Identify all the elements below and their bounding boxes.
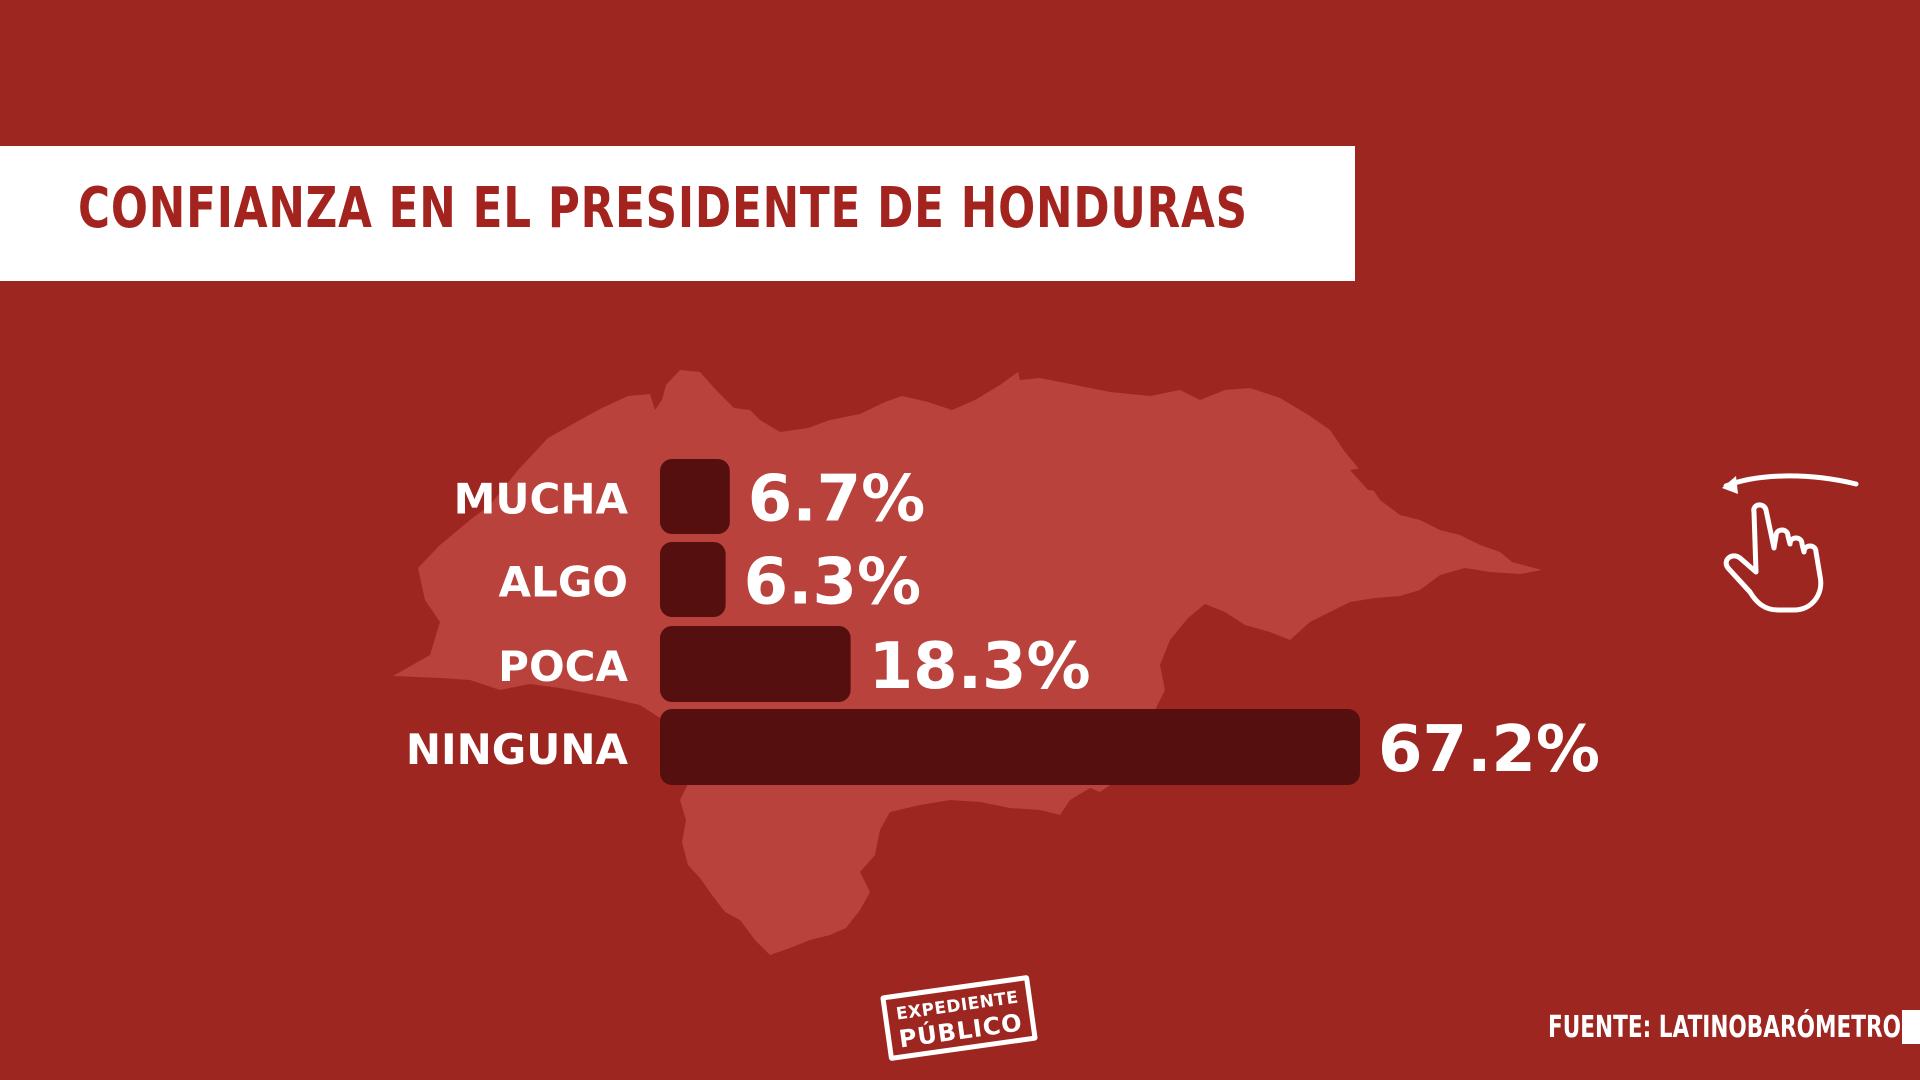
category-label-algo: ALGO xyxy=(499,558,628,607)
value-label-mucha: 6.7% xyxy=(748,463,926,537)
category-label-ninguna: NINGUNA xyxy=(406,725,629,774)
value-label-ninguna: 67.2% xyxy=(1378,713,1600,787)
source-note: FUENTE: LATINOBARÓMETRO 2021 xyxy=(1548,1010,1920,1045)
corner-mark xyxy=(1902,1010,1920,1044)
value-label-algo: 6.3% xyxy=(744,546,922,620)
category-label-poca: POCA xyxy=(498,642,628,691)
swipe-hand-icon xyxy=(1722,473,1859,613)
value-label-poca: 18.3% xyxy=(869,630,1091,704)
title-band: CONFIANZA EN EL PRESIDENTE DE HONDURAS xyxy=(0,146,1355,281)
bar-poca xyxy=(660,626,851,702)
bar-mucha xyxy=(660,459,730,534)
bar-algo xyxy=(660,542,726,617)
bar-ninguna xyxy=(660,709,1360,785)
chart-title: CONFIANZA EN EL PRESIDENTE DE HONDURAS xyxy=(78,176,1248,241)
category-label-mucha: MUCHA xyxy=(454,475,629,524)
